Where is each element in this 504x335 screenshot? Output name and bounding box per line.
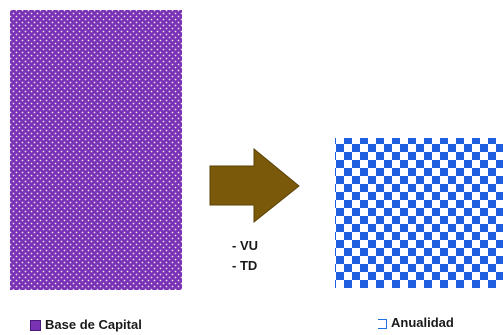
arrow-annotation: - VU - TD (232, 236, 258, 276)
right-arrow (209, 147, 300, 224)
arrow-line-vu: - VU (232, 238, 258, 253)
legend-capital-label: Base de Capital (45, 317, 142, 332)
legend-annuity-label: Anualidad (391, 315, 454, 330)
legend-annuity: Anualidad (378, 316, 454, 329)
capital-swatch-icon (30, 320, 41, 332)
capital-base-block (10, 10, 182, 290)
annuity-swatch-icon (378, 318, 387, 329)
annuity-block (335, 138, 503, 288)
legend-capital: Base de Capital (30, 317, 142, 332)
arrow-line-td: - TD (232, 258, 258, 273)
